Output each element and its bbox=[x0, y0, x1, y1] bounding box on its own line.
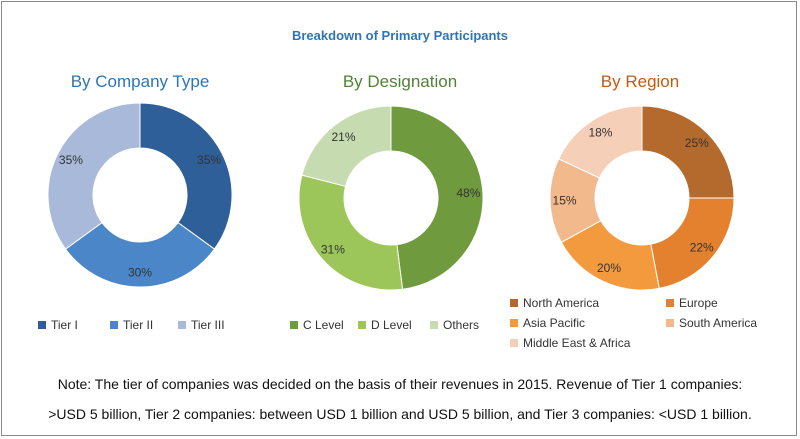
legend-region: North America Europe Asia Pacific South Ame… bbox=[510, 296, 790, 356]
slice-tier-iii bbox=[47, 102, 141, 250]
slice-tier-ii bbox=[64, 221, 216, 288]
legend-swatch bbox=[510, 319, 518, 327]
data-label-c-level: 48% bbox=[456, 186, 480, 200]
legend-swatch bbox=[666, 299, 674, 307]
slice-north-america bbox=[641, 105, 735, 199]
legend-item-others: Others bbox=[430, 318, 479, 332]
main-title: Breakdown of Primary Participants bbox=[291, 28, 508, 43]
slice-d-level bbox=[298, 174, 404, 291]
legend-item-south-america: South America bbox=[666, 316, 757, 330]
legend-label: D Level bbox=[371, 318, 412, 332]
slice-middle-east-africa bbox=[558, 105, 643, 179]
chart-title-designation: By Designation bbox=[342, 72, 458, 91]
legend-item-tier-ii: Tier II bbox=[110, 318, 153, 332]
legend-label: South America bbox=[679, 316, 758, 330]
legend-item-asia-pacific: Asia Pacific bbox=[510, 316, 585, 330]
slice-others bbox=[301, 105, 392, 187]
chart-title-company-type: By Company Type bbox=[70, 72, 210, 91]
data-label-tier-ii: 30% bbox=[128, 266, 152, 280]
legend-label: North America bbox=[523, 296, 600, 310]
legend-swatch bbox=[38, 321, 46, 329]
legend-item-europe: Europe bbox=[666, 296, 718, 310]
data-label-tier-iii: 35% bbox=[59, 153, 83, 167]
note-line-2: >USD 5 billion, Tier 2 companies: betwee… bbox=[48, 406, 752, 422]
legend-label: C Level bbox=[303, 318, 344, 332]
legend-swatch bbox=[290, 321, 298, 329]
legend-label: Tier II bbox=[123, 318, 154, 332]
chart-title-region: By Region bbox=[600, 72, 680, 91]
data-label-d-level: 31% bbox=[321, 242, 345, 256]
note-line-1: Note: The tier of companies was decided … bbox=[57, 376, 743, 392]
legend-label: Middle East & Africa bbox=[523, 336, 631, 350]
legend-swatch bbox=[178, 321, 186, 329]
legend-designation: C Level D Level Others bbox=[290, 318, 520, 334]
legend-swatch bbox=[110, 321, 118, 329]
slice-tier-i bbox=[139, 102, 233, 250]
data-label-others: 21% bbox=[331, 130, 355, 144]
legend-swatch bbox=[666, 319, 674, 327]
legend-item-tier-iii: Tier III bbox=[178, 318, 225, 332]
legend-company-type: Tier I Tier II Tier III bbox=[38, 318, 268, 334]
legend-swatch bbox=[430, 321, 438, 329]
legend-label: Others bbox=[443, 318, 480, 332]
data-label-europe: 22% bbox=[690, 240, 714, 254]
legend-label: Tier III bbox=[191, 318, 225, 332]
legend-item-tier-i: Tier I bbox=[38, 318, 78, 332]
legend-swatch bbox=[358, 321, 366, 329]
legend-item-c-level: C Level bbox=[290, 318, 344, 332]
data-label-tier-i: 35% bbox=[197, 153, 221, 167]
slice-c-level bbox=[390, 105, 484, 290]
data-label-asia-pacific: 20% bbox=[597, 261, 621, 275]
legend-item-north-america: North America bbox=[510, 296, 599, 310]
legend-item-d-level: D Level bbox=[358, 318, 412, 332]
legend-label: Tier I bbox=[51, 318, 78, 332]
data-label-middle-east-africa: 18% bbox=[588, 126, 612, 140]
legend-swatch bbox=[510, 339, 518, 347]
data-label-north-america: 25% bbox=[685, 136, 709, 150]
legend-label: Asia Pacific bbox=[523, 316, 586, 330]
legend-item-middle-east-africa: Middle East & Africa bbox=[510, 336, 630, 350]
legend-swatch bbox=[510, 299, 518, 307]
legend-label: Europe bbox=[679, 296, 718, 310]
data-label-south-america: 15% bbox=[553, 193, 577, 207]
